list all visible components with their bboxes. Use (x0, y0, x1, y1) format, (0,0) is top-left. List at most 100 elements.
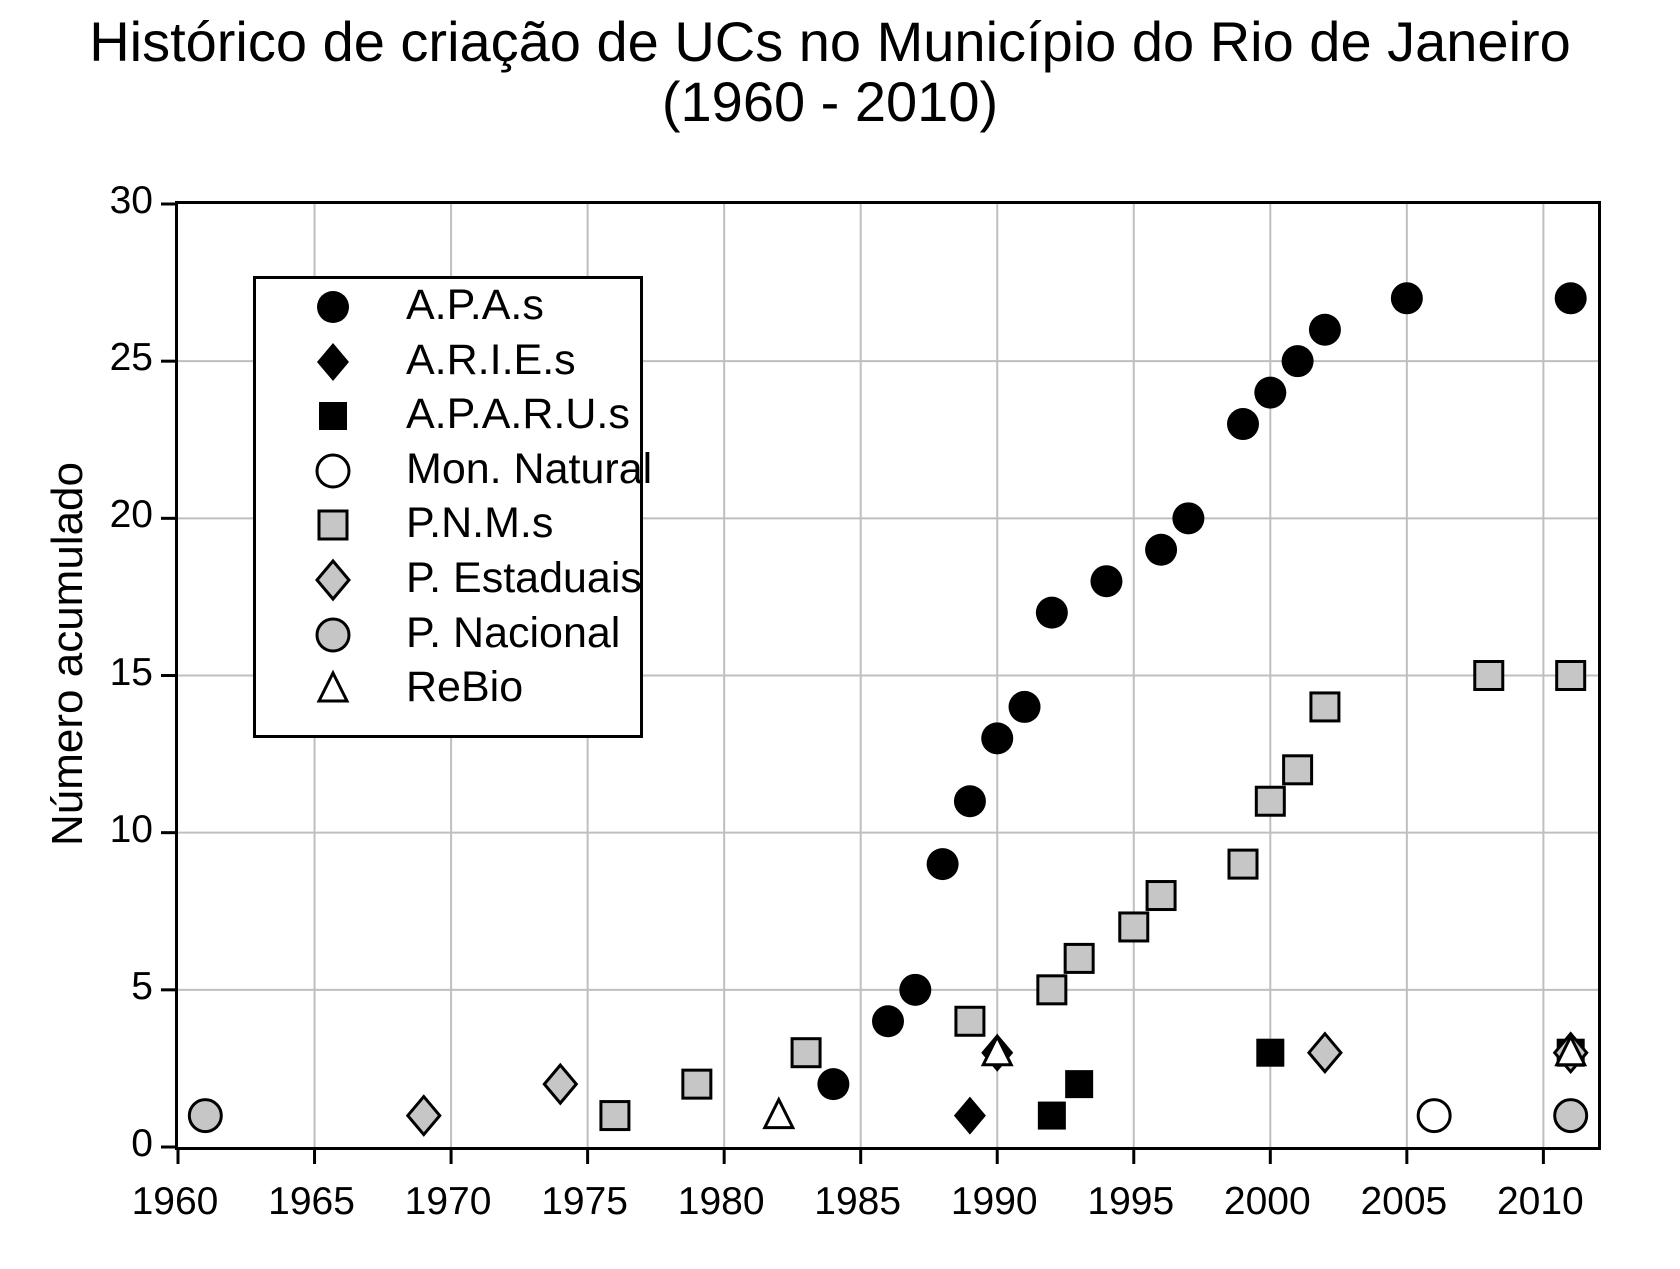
x-tick-label-1980: 1980 (677, 1180, 765, 1223)
marker-p-n-m-s (1309, 691, 1341, 723)
marker-a-p-a-s (1254, 376, 1287, 409)
legend-marker-p-n-m-s (317, 509, 349, 541)
legend-marker-p-estaduais (315, 558, 351, 602)
p-estaduais-marker-icon (315, 558, 351, 602)
marker-p-n-m-s (1036, 974, 1068, 1006)
legend-label: P. Nacional (406, 608, 621, 657)
x-tick-label-1960: 1960 (131, 1180, 219, 1223)
legend-label: A.P.A.R.U.s (406, 390, 630, 439)
y-tick-label-20: 20 (109, 493, 153, 537)
marker-a-p-a-s (1308, 313, 1341, 346)
plot-svg (161, 202, 1598, 1164)
legend-marker-a-r-i-e-s (317, 342, 349, 381)
marker-mon-natural (1416, 1098, 1452, 1134)
legend-marker-a-p-a-s (317, 291, 349, 323)
legend-item-rebio: ReBio (256, 660, 640, 714)
marker-p-n-m-s (1227, 848, 1259, 880)
marker-a-p-a-s (899, 973, 932, 1006)
legend-item-mon-natural: Mon. Natural (256, 442, 652, 496)
legend-label: ReBio (406, 663, 524, 712)
y-tick-label-15: 15 (109, 650, 153, 694)
marker-a-p-a-s (1390, 282, 1423, 315)
x-tick-label-1990: 1990 (950, 1180, 1038, 1223)
marker-a-p-a-s (981, 722, 1014, 755)
marker-p-n-m-s (1282, 754, 1314, 786)
marker-p-n-m-s (681, 1068, 713, 1100)
marker-a-p-a-r-u-s (1037, 1101, 1066, 1130)
legend-label: A.R.I.E.s (406, 335, 576, 384)
legend-marker-rebio (316, 669, 350, 703)
marker-a-p-a-s (1281, 345, 1314, 378)
marker-a-p-a-s (953, 785, 986, 818)
y-tick-label-25: 25 (109, 336, 153, 380)
marker-a-p-a-s (872, 1005, 904, 1038)
legend-item-a-p-a-r-u-s: A.P.A.R.U.s (256, 387, 640, 441)
marker-p-n-m-s (1145, 880, 1177, 912)
x-tick-label-2005: 2005 (1360, 1180, 1448, 1223)
marker-a-p-a-s (1227, 408, 1259, 441)
marker-p-estaduais (405, 1094, 442, 1137)
legend-label: P.N.M.s (406, 499, 554, 548)
rebio-marker-icon (316, 669, 350, 703)
x-tick-label-1995: 1995 (1087, 1180, 1175, 1223)
chart-title-line1: Histórico de criação de UCs no Município… (89, 10, 1571, 73)
marker-p-n-m-s (790, 1037, 822, 1069)
marker-p-estaduais (542, 1062, 579, 1106)
marker-p-n-m-s (1473, 660, 1505, 691)
marker-a-p-a-s (1172, 502, 1205, 535)
marker-a-p-a-s (1145, 533, 1178, 566)
marker-p-n-m-s (1063, 942, 1095, 974)
legend-label: P. Estaduais (406, 554, 642, 602)
marker-rebio (980, 1033, 1014, 1067)
legend-label: Mon. Natural (406, 444, 653, 493)
x-tick-label-2000: 2000 (1223, 1180, 1311, 1223)
a-p-a-r-u-s-marker-icon (319, 402, 347, 431)
legend-item-a-p-a-s: A.P.A.s (256, 278, 640, 332)
marker-p-nacional (1553, 1098, 1589, 1134)
marker-p-n-m-s (954, 1005, 986, 1037)
legend: A.P.A.s A.R.I.E.s A.P.A.R.U.s Mon. Natural P… (253, 276, 652, 738)
legend-item-a-r-i-e-s: A.R.I.E.s (256, 333, 640, 387)
marker-a-p-a-s (817, 1068, 850, 1101)
x-tick-label-1975: 1975 (541, 1180, 628, 1223)
marker-a-p-a-s (1008, 690, 1041, 723)
marker-p-n-m-s (599, 1100, 631, 1132)
marker-a-p-a-s (926, 848, 959, 881)
legend-item-p-estaduais: P. Estaduais (256, 551, 642, 605)
marker-a-p-a-r-u-s (1065, 1070, 1094, 1099)
marker-a-p-a-s (1035, 596, 1068, 629)
chart-title: Histórico de criação de UCs no Município… (0, 12, 1660, 132)
legend-marker-mon-natural (315, 453, 351, 489)
a-p-a-s-marker-icon (317, 291, 349, 323)
legend-item-p-nacional: P. Nacional (256, 606, 640, 660)
legend-item-p-n-m-s: P.N.M.s (256, 496, 640, 550)
marker-p-n-m-s (1555, 660, 1587, 691)
marker-rebio (1554, 1033, 1588, 1067)
p-n-m-s-marker-icon (317, 509, 349, 541)
a-r-i-e-s-marker-icon (317, 342, 349, 381)
legend-label: A.P.A.s (406, 281, 544, 329)
marker-a-p-a-r-u-s (1256, 1038, 1285, 1067)
marker-p-n-m-s (1254, 785, 1286, 817)
x-tick-label-2010: 2010 (1496, 1180, 1584, 1223)
marker-a-p-a-s (1554, 282, 1587, 315)
y-tick-label-10: 10 (109, 807, 153, 851)
legend-marker-p-nacional (315, 617, 351, 653)
mon-natural-marker-icon (315, 453, 351, 489)
marker-a-r-i-e-s (953, 1096, 986, 1135)
plot-area: A.P.A.s A.R.I.E.s A.P.A.R.U.s Mon. Natural P… (161, 201, 1601, 1164)
marker-a-p-a-s (1090, 565, 1123, 598)
marker-p-nacional (187, 1098, 223, 1134)
y-tick-label-5: 5 (131, 964, 153, 1008)
legend-marker-a-p-a-r-u-s (319, 402, 347, 431)
marker-rebio (762, 1096, 796, 1130)
marker-p-estaduais (1306, 1031, 1343, 1075)
chart-title-line2: (1960 - 2010) (661, 70, 999, 133)
p-nacional-marker-icon (315, 617, 351, 653)
x-tick-label-1970: 1970 (404, 1180, 492, 1223)
marker-p-n-m-s (1118, 911, 1150, 943)
x-tick-label-1965: 1965 (268, 1180, 355, 1223)
x-tick-label-1985: 1985 (814, 1180, 902, 1223)
y-tick-label-0: 0 (131, 1122, 153, 1165)
